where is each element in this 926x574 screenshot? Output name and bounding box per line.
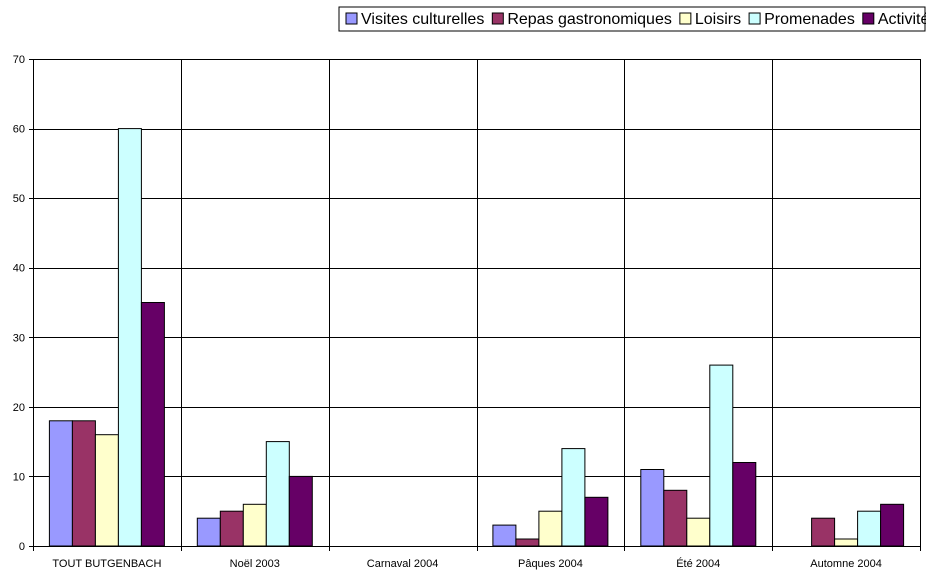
legend-label-activites-sportives: Activités sportives — [878, 11, 926, 28]
y-tick-labels: 0 10 20 30 40 50 60 70 — [13, 54, 25, 553]
bar-visites-culturelles-paques-2004 — [492, 524, 517, 547]
y-tick-label-60: 60 — [13, 124, 25, 136]
legend-item-visites-culturelles: Visites culturelles — [345, 11, 484, 28]
x-tick-label-carnaval-2004: Carnaval 2004 — [367, 558, 439, 570]
bar-repas-gastronomiques-automne-2004 — [811, 517, 836, 547]
legend-swatch-promenades — [748, 12, 761, 25]
bar-repas-gastronomiques-paques-2004 — [515, 538, 540, 547]
bar-loisirs-tout-butgenbach — [94, 434, 119, 547]
y-tick-label-70: 70 — [13, 54, 25, 66]
y-tick-label-10: 10 — [13, 471, 25, 483]
bar-visites-culturelles-noel-2003 — [196, 517, 221, 547]
bar-activites-sportives-ete-2004 — [732, 462, 757, 547]
legend-label-visites-culturelles: Visites culturelles — [361, 11, 484, 28]
legend-swatch-repas-gastronomiques — [491, 12, 504, 25]
bar-repas-gastronomiques-noel-2003 — [219, 510, 244, 547]
bar-activites-sportives-paques-2004 — [584, 496, 609, 547]
x-tick-label-tout-butgenbach: TOUT BUTGENBACH — [52, 558, 161, 570]
legend-label-repas-gastronomiques: Repas gastronomiques — [507, 11, 672, 28]
bar-promenades-automne-2004 — [857, 510, 882, 547]
bar-promenades-tout-butgenbach — [117, 128, 142, 547]
bar-loisirs-noel-2003 — [242, 503, 267, 547]
y-tick-label-40: 40 — [13, 263, 25, 275]
bar-activites-sportives-automne-2004 — [880, 503, 905, 547]
y-tick-label-0: 0 — [19, 541, 25, 553]
x-tick-label-paques-2004: Pâques 2004 — [518, 558, 583, 570]
bar-visites-culturelles-ete-2004 — [640, 469, 665, 547]
legend-swatch-activites-sportives — [862, 12, 875, 25]
bar-activites-sportives-noel-2003 — [288, 475, 313, 547]
legend-swatch-loisirs — [679, 12, 692, 25]
bar-loisirs-automne-2004 — [834, 538, 859, 547]
x-tick-label-noel-2003: Noël 2003 — [230, 558, 280, 570]
bar-promenades-noel-2003 — [265, 441, 290, 547]
legend: Visites culturelles Repas gastronomiques L… — [345, 11, 926, 28]
x-tick-label-automne-2004: Automne 2004 — [810, 558, 882, 570]
legend-item-repas-gastronomiques: Repas gastronomiques — [491, 11, 672, 28]
bar-promenades-paques-2004 — [561, 448, 586, 547]
x-tick-labels: TOUT BUTGENBACH Noël 2003 Carnaval 2004 Pâq… — [52, 557, 881, 570]
gridlines — [33, 59, 921, 546]
bar-visites-culturelles-tout-butgenbach — [48, 420, 73, 547]
bar-loisirs-paques-2004 — [538, 510, 563, 547]
y-tick-label-50: 50 — [13, 193, 25, 205]
legend-item-loisirs: Loisirs — [679, 11, 741, 28]
bar-loisirs-ete-2004 — [686, 517, 711, 547]
bar-promenades-ete-2004 — [709, 364, 734, 547]
legend-item-activites-sportives: Activités sportives — [862, 11, 926, 28]
axes — [29, 59, 921, 551]
x-tick-label-ete-2004: Été 2004 — [676, 557, 720, 570]
bar-repas-gastronomiques-ete-2004 — [663, 489, 688, 547]
legend-item-promenades: Promenades — [748, 11, 855, 28]
y-tick-label-30: 30 — [13, 332, 25, 344]
legend-label-loisirs: Loisirs — [695, 11, 741, 28]
legend-box — [338, 6, 926, 32]
legend-label-promenades: Promenades — [764, 11, 855, 28]
y-tick-label-20: 20 — [13, 402, 25, 414]
legend-swatch-visites-culturelles — [345, 12, 358, 25]
bar-repas-gastronomiques-tout-butgenbach — [71, 420, 96, 547]
bar-activites-sportives-tout-butgenbach — [140, 302, 165, 547]
